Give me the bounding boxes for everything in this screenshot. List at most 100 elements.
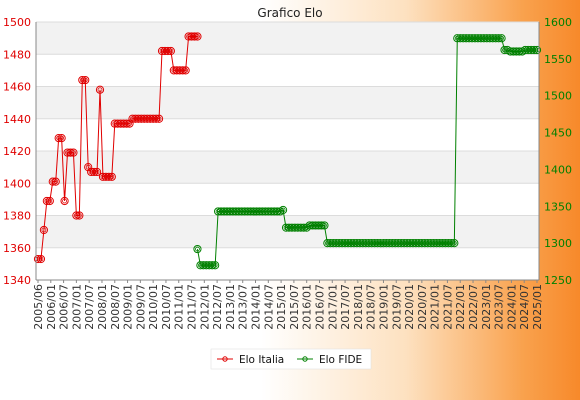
legend-marker — [302, 356, 308, 362]
data-point-inner — [82, 77, 88, 83]
right-tick-label: 1400 — [544, 163, 572, 176]
data-point — [81, 75, 90, 85]
data-point — [211, 261, 220, 270]
series-elo-italia — [33, 32, 202, 264]
data-point — [45, 196, 54, 206]
left-tick-label: 1440 — [3, 113, 31, 126]
data-point — [320, 221, 329, 230]
plot-band — [36, 54, 539, 87]
data-point — [33, 254, 43, 264]
left-tick-label: 1500 — [3, 16, 31, 29]
data-point-inner — [59, 135, 65, 141]
data-point — [299, 223, 308, 232]
data-point-inner — [76, 213, 82, 218]
left-tick-label: 1400 — [3, 177, 31, 190]
data-point-inner — [183, 67, 189, 73]
data-point-inner — [280, 207, 286, 213]
data-point — [515, 47, 524, 56]
data-point — [122, 119, 131, 128]
data-point-inner — [94, 169, 100, 175]
x-tick-label: 2020/01 — [403, 284, 416, 330]
chart-title: Grafico Elo — [257, 6, 322, 20]
data-point — [66, 148, 75, 157]
data-point — [317, 221, 326, 230]
x-tick-label: 2021/07 — [441, 284, 454, 330]
x-tick-label: 2022/01 — [454, 284, 467, 330]
right-tick-label: 1550 — [544, 53, 572, 66]
x-tick-label: 2005/06 — [32, 284, 45, 330]
data-point — [278, 205, 288, 215]
x-tick-label: 2011/01 — [173, 284, 186, 330]
plot-band — [36, 215, 539, 248]
legend-marker — [222, 356, 228, 362]
x-tick-label: 2018/01 — [352, 284, 365, 330]
left-tick-label: 1380 — [3, 210, 31, 223]
data-point — [90, 167, 99, 177]
series-line — [38, 36, 198, 260]
data-point — [48, 177, 57, 186]
data-point — [450, 239, 459, 248]
x-tick-label: 2023/01 — [480, 284, 493, 330]
axes: 1340 1360 1380 1400 1420 1440 1460 1480 1500 1250… — [3, 16, 572, 330]
data-point-inner — [322, 223, 327, 228]
data-point — [57, 134, 66, 143]
data-point — [152, 114, 161, 123]
data-point-inner — [212, 262, 218, 268]
data-point — [54, 134, 63, 143]
legend-label: Elo Italia — [239, 354, 284, 366]
data-point-inner — [168, 48, 174, 54]
right-tick-label: 1250 — [544, 274, 572, 287]
data-point — [51, 177, 60, 186]
x-tick-label: 2016/07 — [313, 284, 326, 330]
x-tick-label: 2014/01 — [250, 284, 263, 330]
data-point — [447, 239, 456, 248]
x-tick-label: 2022/07 — [467, 284, 480, 330]
data-point — [181, 66, 190, 75]
x-tick-label: 2015/07 — [288, 284, 301, 330]
data-point — [193, 32, 202, 41]
x-tick-label: 2014/07 — [262, 284, 275, 330]
x-tick-label: 2007/07 — [83, 284, 96, 330]
plot-band — [36, 86, 539, 119]
data-point — [42, 196, 51, 206]
left-tick-label: 1360 — [3, 242, 31, 255]
x-tick-label: 2015/01 — [275, 284, 288, 330]
data-point-inner — [71, 150, 76, 156]
right-tick-label: 1500 — [544, 90, 572, 103]
x-tick-label: 2023/07 — [493, 284, 506, 330]
x-tick-label: 2013/01 — [224, 284, 237, 330]
data-point — [273, 207, 282, 216]
data-point — [166, 46, 175, 56]
x-tick-label: 2012/01 — [198, 284, 211, 330]
x-tick-label: 2019/07 — [390, 284, 403, 330]
data-point-inner — [156, 116, 162, 122]
legend: Elo Italia Elo FIDE — [210, 348, 372, 370]
data-point — [36, 254, 46, 264]
x-tick-label: 2018/07 — [365, 284, 378, 330]
x-tick-label: 2012/07 — [211, 284, 224, 330]
x-tick-label: 2021/01 — [429, 284, 442, 330]
data-point — [208, 261, 217, 270]
data-point-inner — [304, 225, 310, 231]
x-tick-label: 2010/01 — [147, 284, 160, 330]
right-tick-label: 1600 — [544, 16, 572, 29]
data-point — [497, 34, 506, 43]
data-point — [178, 66, 187, 75]
x-tick-label: 2024/07 — [518, 284, 531, 330]
data-point — [163, 46, 173, 56]
x-tick-label: 2007/01 — [70, 284, 83, 330]
x-tick-label: 2017/07 — [339, 284, 352, 330]
plot-band — [36, 183, 539, 216]
x-tick-label: 2019/01 — [377, 284, 390, 330]
data-point — [78, 75, 87, 85]
data-point-inner — [195, 246, 200, 252]
right-tick-label: 1300 — [544, 237, 572, 250]
data-point — [107, 172, 116, 181]
data-point-inner — [97, 87, 103, 93]
data-point-inner — [62, 198, 67, 204]
left-tick-label: 1460 — [3, 81, 31, 94]
data-point — [193, 244, 202, 254]
x-tick-label: 2011/07 — [186, 284, 199, 330]
